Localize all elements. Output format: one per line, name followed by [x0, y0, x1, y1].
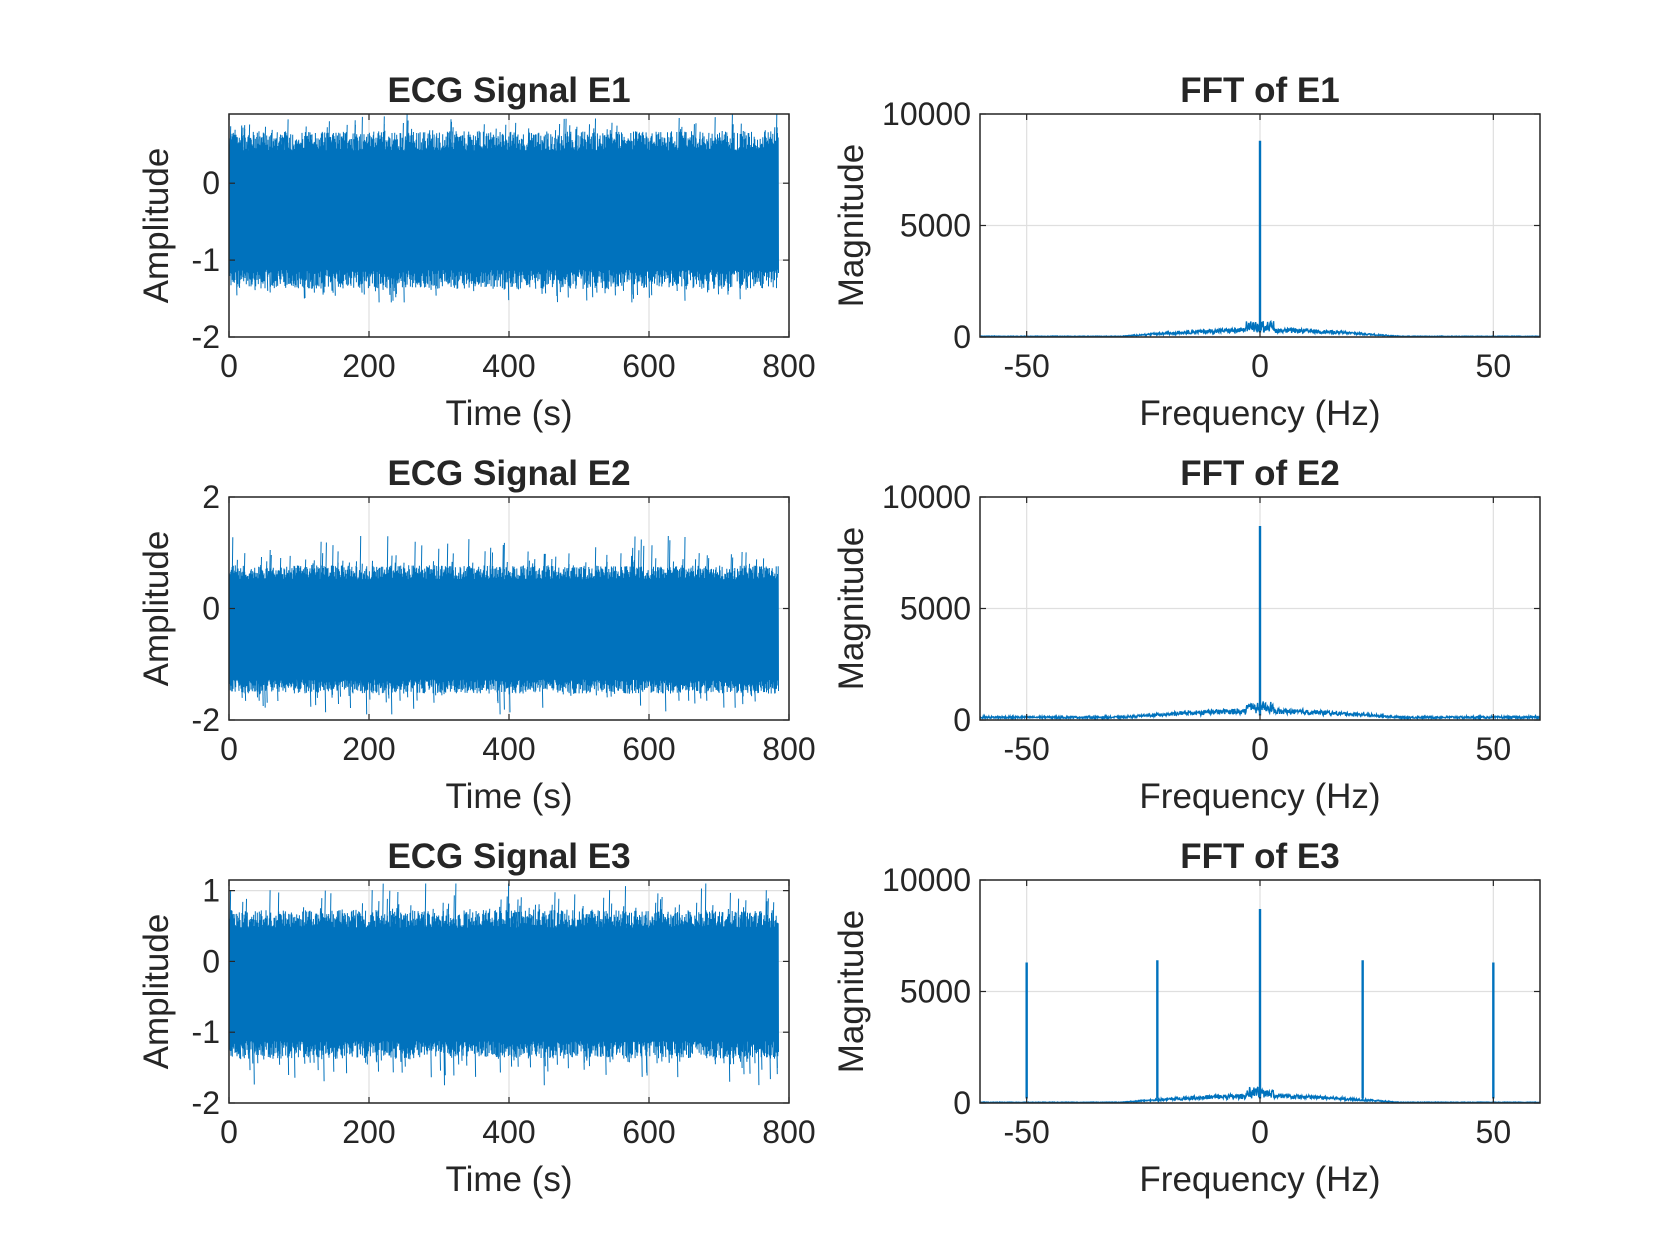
x-tick-label: 400	[482, 1114, 535, 1150]
signal-series	[229, 883, 779, 1086]
x-tick-label: 0	[220, 348, 238, 384]
x-tick-label: 0	[1251, 1114, 1269, 1150]
x-tick-label: 200	[342, 348, 395, 384]
y-tick-label: 0	[953, 319, 971, 355]
x-tick-label: 50	[1476, 1114, 1512, 1150]
x-axis-label: Frequency (Hz)	[1139, 777, 1380, 816]
chart-title: ECG Signal E1	[387, 71, 630, 110]
chart-panel-2: -50 0 50 0 5000 10000 FFT of E1 Frequency (Hz) M…	[832, 71, 1541, 433]
x-tick-label: -50	[1004, 731, 1050, 767]
x-axis-label: Time (s)	[445, 394, 572, 433]
y-tick-label: -1	[192, 1014, 220, 1050]
y-tick-label: 2	[202, 479, 220, 515]
x-tick-label: 50	[1476, 348, 1512, 384]
x-tick-label: -50	[1004, 1114, 1050, 1150]
chart-title: FFT of E3	[1180, 837, 1339, 876]
y-tick-label: 10000	[882, 479, 971, 515]
x-tick-label: 800	[762, 731, 815, 767]
y-tick-label: 10000	[882, 96, 971, 132]
x-tick-label: 400	[482, 348, 535, 384]
y-tick-label: 0	[953, 702, 971, 738]
y-axis-label: Magnitude	[832, 144, 871, 307]
x-tick-label: -50	[1004, 348, 1050, 384]
signal-series	[229, 535, 779, 715]
y-tick-label: 5000	[900, 974, 971, 1010]
chart-title: FFT of E1	[1180, 71, 1339, 110]
x-axis-label: Frequency (Hz)	[1139, 394, 1380, 433]
x-tick-label: 200	[342, 1114, 395, 1150]
chart-panel-4: -50 0 50 0 5000 10000 FFT of E2 Frequency (Hz) M…	[832, 454, 1541, 816]
y-tick-label: 1	[202, 873, 220, 909]
x-axis-label: Frequency (Hz)	[1139, 1160, 1380, 1199]
chart-panel-1: 0 200 400 600 800 -2 -1 0 ECG Signal E1 Time (s) A…	[137, 71, 816, 433]
signal-series	[229, 114, 779, 303]
y-tick-label: 0	[202, 943, 220, 979]
y-axis-label: Amplitude	[137, 148, 176, 304]
y-axis-label: Magnitude	[832, 527, 871, 690]
y-tick-label: -1	[192, 242, 220, 278]
x-tick-label: 800	[762, 1114, 815, 1150]
chart-title: ECG Signal E2	[387, 454, 630, 493]
y-tick-label: 0	[953, 1085, 971, 1121]
chart-title: FFT of E2	[1180, 454, 1339, 493]
y-axis-label: Amplitude	[137, 914, 176, 1070]
x-tick-label: 0	[220, 731, 238, 767]
x-axis-label: Time (s)	[445, 1160, 572, 1199]
x-tick-label: 0	[220, 1114, 238, 1150]
y-tick-label: -2	[192, 1085, 220, 1121]
chart-panel-6: -50 0 50 0 5000 10000 FFT of E3 Frequency (Hz) M…	[832, 837, 1541, 1199]
y-tick-label: 0	[202, 165, 220, 201]
x-tick-label: 600	[622, 1114, 675, 1150]
y-tick-label: 5000	[900, 591, 971, 627]
y-axis-label: Magnitude	[832, 910, 871, 1073]
x-tick-label: 800	[762, 348, 815, 384]
x-tick-label: 0	[1251, 348, 1269, 384]
x-tick-label: 600	[622, 348, 675, 384]
y-tick-label: 0	[202, 591, 220, 627]
x-tick-label: 400	[482, 731, 535, 767]
x-tick-label: 200	[342, 731, 395, 767]
x-axis-label: Time (s)	[445, 777, 572, 816]
x-tick-label: 50	[1476, 731, 1512, 767]
y-tick-label: -2	[192, 702, 220, 738]
y-axis-label: Amplitude	[137, 531, 176, 687]
y-tick-label: 10000	[882, 862, 971, 898]
y-tick-label: 5000	[900, 208, 971, 244]
y-tick-label: -2	[192, 319, 220, 355]
chart-panel-5: 0 200 400 600 800 -2 -1 0 1 ECG Signal E3 Time (s)…	[137, 837, 816, 1199]
chart-title: ECG Signal E3	[387, 837, 630, 876]
x-tick-label: 0	[1251, 731, 1269, 767]
x-tick-label: 600	[622, 731, 675, 767]
